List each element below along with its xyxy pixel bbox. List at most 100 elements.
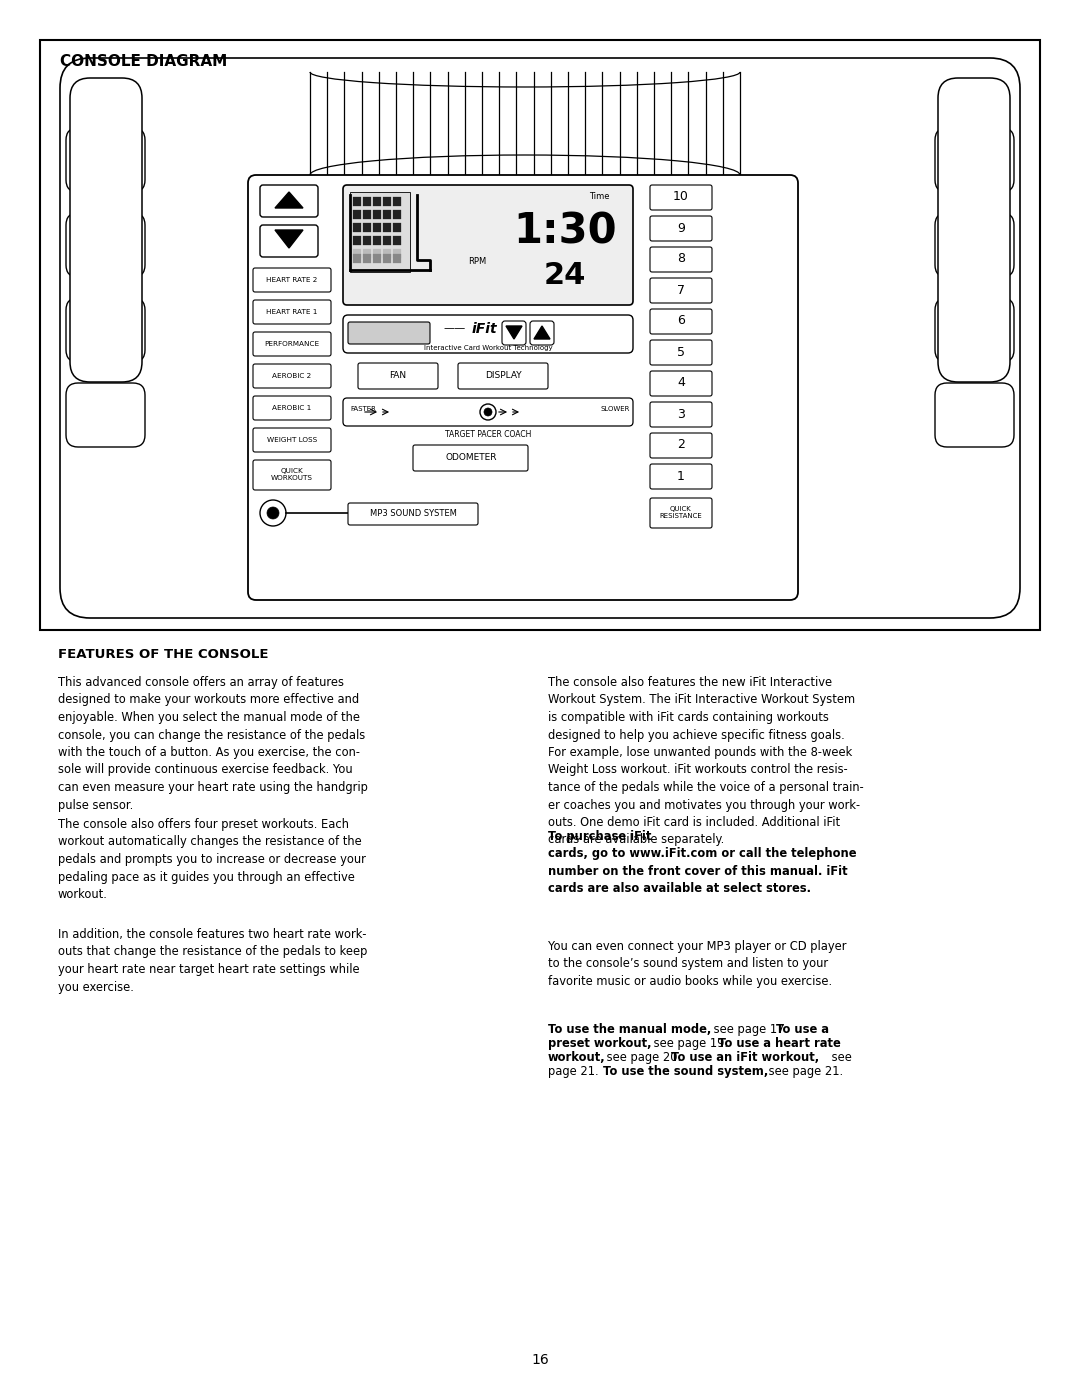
Polygon shape — [275, 231, 303, 249]
Bar — [373, 224, 381, 232]
Bar — [393, 249, 401, 258]
Bar — [383, 197, 391, 205]
Text: To use the sound system,: To use the sound system, — [603, 1065, 768, 1078]
Bar — [373, 254, 381, 263]
Text: preset workout,: preset workout, — [548, 1037, 651, 1051]
Bar — [353, 254, 361, 263]
Polygon shape — [507, 326, 522, 339]
FancyBboxPatch shape — [357, 363, 438, 388]
Text: 7: 7 — [677, 284, 685, 296]
FancyBboxPatch shape — [650, 464, 712, 489]
Text: 2: 2 — [677, 439, 685, 451]
Bar — [363, 236, 372, 244]
FancyBboxPatch shape — [348, 503, 478, 525]
Text: To purchase iFit
cards, go to www.iFit.com or call the telephone
number on the f: To purchase iFit cards, go to www.iFit.c… — [548, 830, 856, 895]
Bar — [373, 236, 381, 244]
Text: 1: 1 — [677, 469, 685, 482]
Text: You can even connect your MP3 player or CD player
to the console’s sound system : You can even connect your MP3 player or … — [548, 940, 847, 988]
Text: RPM: RPM — [468, 257, 486, 267]
Text: 8: 8 — [677, 253, 685, 265]
FancyBboxPatch shape — [260, 184, 318, 217]
Text: 10: 10 — [673, 190, 689, 204]
FancyBboxPatch shape — [650, 184, 712, 210]
Bar — [373, 210, 381, 219]
Text: MP3 SOUND SYSTEM: MP3 SOUND SYSTEM — [369, 510, 457, 518]
FancyBboxPatch shape — [253, 268, 330, 292]
FancyBboxPatch shape — [253, 395, 330, 420]
FancyBboxPatch shape — [935, 383, 1014, 447]
FancyBboxPatch shape — [650, 339, 712, 365]
Bar — [383, 236, 391, 244]
Bar — [383, 224, 391, 232]
Bar — [393, 254, 401, 263]
FancyBboxPatch shape — [650, 309, 712, 334]
FancyBboxPatch shape — [260, 225, 318, 257]
Bar — [373, 197, 381, 205]
Text: TARGET PACER COACH: TARGET PACER COACH — [445, 430, 531, 439]
Polygon shape — [275, 191, 303, 208]
Text: page 21.: page 21. — [548, 1065, 603, 1078]
Text: The console also features the new iFit Interactive
Workout System. The iFit Inte: The console also features the new iFit I… — [548, 676, 864, 847]
Bar — [383, 210, 391, 219]
Text: 24: 24 — [544, 260, 586, 289]
Text: FAN: FAN — [390, 372, 406, 380]
Text: iFit: iFit — [472, 321, 498, 337]
Bar — [373, 249, 381, 258]
FancyBboxPatch shape — [343, 314, 633, 353]
FancyBboxPatch shape — [66, 298, 145, 362]
Bar — [353, 210, 361, 219]
FancyBboxPatch shape — [458, 363, 548, 388]
Text: 4: 4 — [677, 377, 685, 390]
Text: 16: 16 — [531, 1354, 549, 1368]
Bar — [353, 249, 361, 258]
FancyBboxPatch shape — [253, 460, 330, 490]
Text: see page 19.: see page 19. — [650, 1037, 731, 1051]
FancyBboxPatch shape — [530, 321, 554, 345]
FancyBboxPatch shape — [650, 372, 712, 395]
Text: FASTER: FASTER — [350, 407, 376, 412]
FancyBboxPatch shape — [935, 212, 1014, 277]
Text: To use the manual mode,: To use the manual mode, — [548, 1023, 712, 1037]
FancyBboxPatch shape — [343, 184, 633, 305]
Circle shape — [484, 408, 492, 416]
Text: To use a: To use a — [777, 1023, 829, 1037]
Text: Interactive Card Workout Technology: Interactive Card Workout Technology — [423, 345, 552, 351]
FancyBboxPatch shape — [935, 298, 1014, 362]
FancyBboxPatch shape — [348, 321, 430, 344]
Bar — [363, 210, 372, 219]
FancyBboxPatch shape — [66, 383, 145, 447]
FancyBboxPatch shape — [253, 300, 330, 324]
Text: In addition, the console features two heart rate work-
outs that change the resi: In addition, the console features two he… — [58, 928, 367, 993]
Text: This advanced console offers an array of features
designed to make your workouts: This advanced console offers an array of… — [58, 676, 368, 812]
FancyBboxPatch shape — [650, 497, 712, 528]
Text: To use a heart rate: To use a heart rate — [718, 1037, 840, 1051]
Text: 1:30: 1:30 — [513, 211, 617, 253]
Bar — [40, 41, 1040, 630]
Bar — [393, 224, 401, 232]
FancyBboxPatch shape — [343, 398, 633, 426]
Text: DISPLAY: DISPLAY — [485, 372, 522, 380]
Text: see page 21.: see page 21. — [765, 1065, 843, 1078]
Text: FEATURES OF THE CONSOLE: FEATURES OF THE CONSOLE — [58, 648, 269, 661]
Text: ODOMETER: ODOMETER — [445, 454, 497, 462]
FancyBboxPatch shape — [248, 175, 798, 599]
Text: QUICK
RESISTANCE: QUICK RESISTANCE — [660, 507, 702, 520]
Bar — [363, 254, 372, 263]
FancyBboxPatch shape — [66, 129, 145, 191]
Text: workout,: workout, — [548, 1051, 606, 1065]
Text: HEART RATE 1: HEART RATE 1 — [267, 309, 318, 314]
Text: The console also offers four preset workouts. Each
workout automatically changes: The console also offers four preset work… — [58, 819, 366, 901]
Text: CONSOLE DIAGRAM: CONSOLE DIAGRAM — [60, 54, 227, 70]
Circle shape — [480, 404, 496, 420]
FancyBboxPatch shape — [413, 446, 528, 471]
FancyBboxPatch shape — [253, 365, 330, 388]
Text: AEROBIC 2: AEROBIC 2 — [272, 373, 312, 379]
FancyBboxPatch shape — [935, 129, 1014, 191]
Text: AEROBIC 1: AEROBIC 1 — [272, 405, 312, 411]
Bar — [363, 224, 372, 232]
Bar — [393, 210, 401, 219]
Text: see page 17.: see page 17. — [710, 1023, 792, 1037]
Text: Time: Time — [590, 191, 610, 201]
Bar — [393, 197, 401, 205]
FancyBboxPatch shape — [650, 217, 712, 242]
